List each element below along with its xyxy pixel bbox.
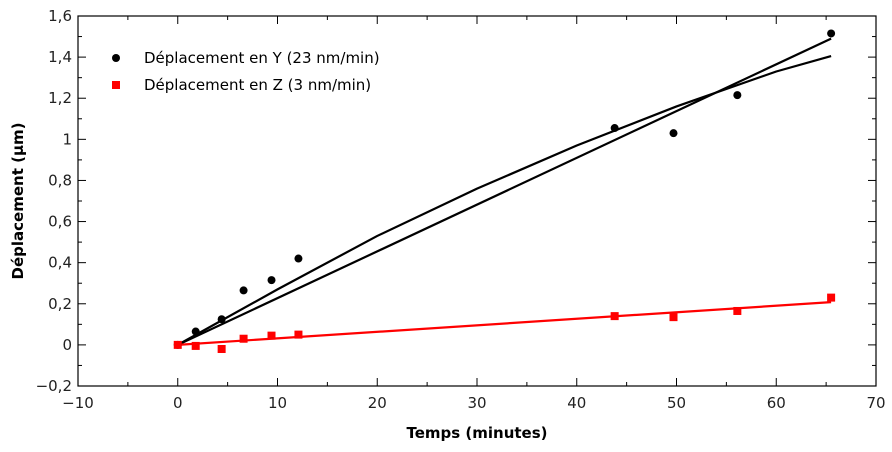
data-point-z [218,345,226,353]
data-point-z [670,313,678,321]
data-point-y [733,91,741,99]
data-point-z [611,312,619,320]
data-point-y [268,276,276,284]
x-tick-label: 20 [368,394,387,412]
x-tick-label: −10 [62,394,94,412]
data-point-y [827,29,835,37]
y-tick-label: 0,2 [48,295,72,313]
y-tick-label: 0 [62,336,72,354]
data-point-z [827,294,835,302]
data-point-z [174,341,182,349]
x-tick-label: 70 [866,394,885,412]
data-point-y [240,286,248,294]
y-tick-label: 1,6 [48,7,72,25]
data-point-z [192,342,200,350]
x-tick-label: 40 [567,394,586,412]
legend-marker-z [112,81,120,89]
data-point-y [670,129,678,137]
x-tick-label: 10 [268,394,287,412]
y-tick-label: 1,2 [48,89,72,107]
legend-label-y: Déplacement en Y (23 nm/min) [144,49,380,67]
data-point-z [268,332,276,340]
y-tick-label: 0,4 [48,254,72,272]
x-tick-label: 50 [667,394,686,412]
x-tick-label: 60 [767,394,786,412]
data-point-y [192,328,200,336]
data-point-y [611,124,619,132]
y-tick-label: 0,6 [48,213,72,231]
legend-label-z: Déplacement en Z (3 nm/min) [144,76,371,94]
data-point-z [240,335,248,343]
data-point-y [294,255,302,263]
y-tick-label: 1,4 [48,48,72,66]
x-tick-label: 0 [173,394,183,412]
y-axis-title: Déplacement (µm) [9,123,27,280]
data-point-y [218,315,226,323]
x-tick-label: 30 [467,394,486,412]
data-point-z [294,331,302,339]
y-tick-label: −0,2 [36,377,72,395]
legend-marker-y [112,54,120,62]
y-tick-label: 1 [62,130,72,148]
x-axis-title: Temps (minutes) [406,424,547,442]
data-point-z [733,307,741,315]
y-tick-label: 0,8 [48,171,72,189]
